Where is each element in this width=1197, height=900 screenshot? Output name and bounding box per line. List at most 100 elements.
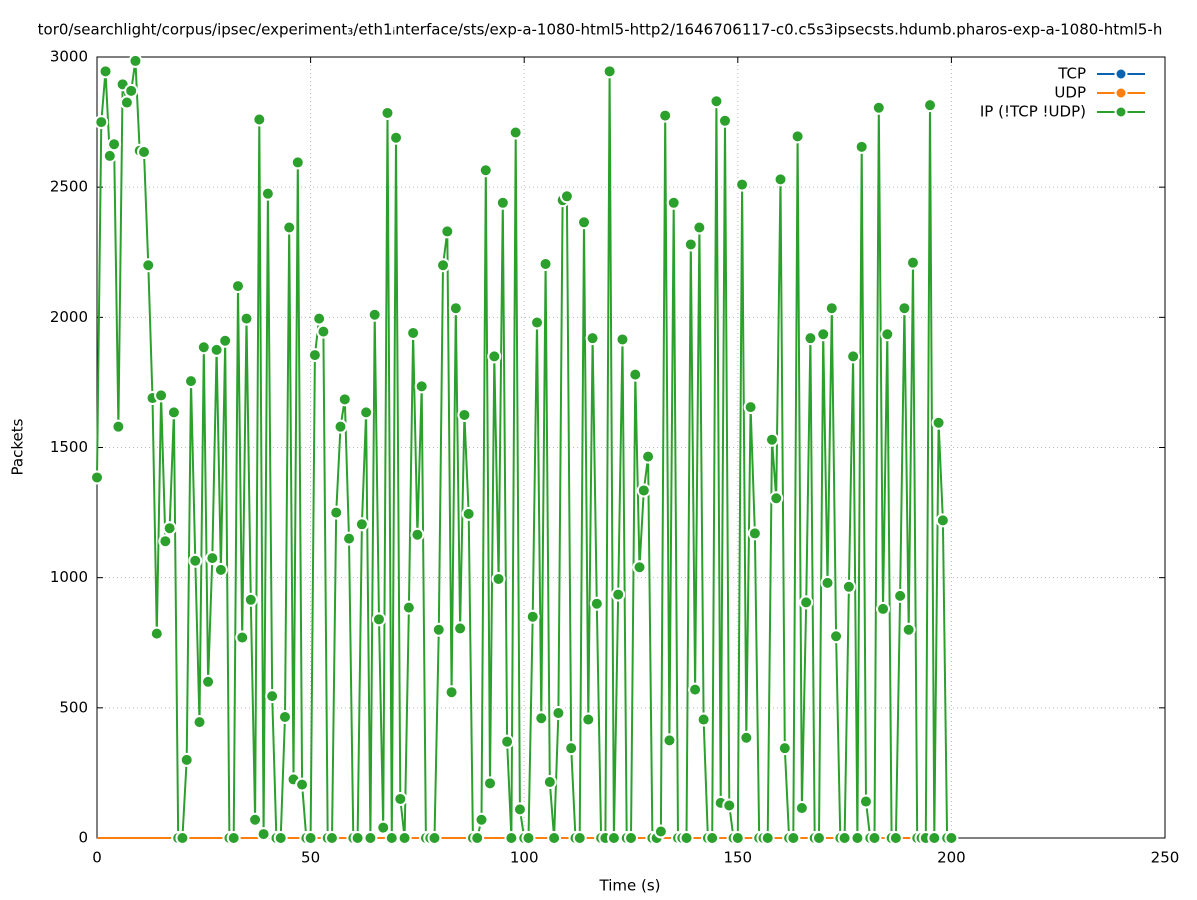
data-point bbox=[530, 315, 545, 330]
data-point bbox=[209, 342, 224, 357]
data-point bbox=[431, 622, 446, 637]
data-point bbox=[290, 155, 305, 170]
data-point bbox=[371, 612, 386, 627]
data-point bbox=[858, 794, 873, 809]
data-point bbox=[260, 186, 275, 201]
data-point bbox=[350, 831, 365, 845]
data-point bbox=[803, 331, 818, 346]
data-point bbox=[461, 506, 476, 521]
data-point bbox=[512, 802, 527, 817]
data-point bbox=[201, 674, 216, 689]
data-point bbox=[457, 407, 472, 422]
data-point bbox=[324, 831, 339, 845]
data-point bbox=[192, 715, 207, 730]
x-tick-label: 150 bbox=[723, 849, 752, 867]
data-point bbox=[542, 775, 557, 790]
data-point bbox=[773, 172, 788, 187]
data-point bbox=[876, 601, 891, 616]
data-point bbox=[688, 682, 703, 697]
data-point bbox=[696, 712, 711, 727]
data-point bbox=[359, 405, 374, 420]
data-point bbox=[559, 189, 574, 204]
data-point bbox=[111, 419, 126, 434]
data-point bbox=[636, 483, 651, 498]
data-point bbox=[444, 685, 459, 700]
y-tick-label: 3000 bbox=[50, 48, 88, 66]
legend-label: UDP bbox=[1054, 84, 1086, 102]
data-point bbox=[705, 831, 720, 845]
data-point bbox=[816, 327, 831, 342]
legend-marker bbox=[1114, 86, 1128, 100]
data-point bbox=[354, 517, 369, 532]
data-point bbox=[628, 367, 643, 382]
data-point bbox=[303, 831, 318, 845]
legend-marker bbox=[1114, 67, 1128, 81]
data-point bbox=[107, 137, 122, 152]
data-point bbox=[196, 340, 211, 355]
data-point bbox=[764, 432, 779, 447]
data-point bbox=[239, 311, 254, 326]
data-point bbox=[470, 831, 485, 845]
x-tick-label: 200 bbox=[937, 849, 966, 867]
data-point bbox=[709, 94, 724, 109]
legend-label: IP (!TCP !UDP) bbox=[980, 103, 1086, 121]
data-point bbox=[312, 311, 327, 326]
data-point bbox=[653, 824, 668, 839]
data-point bbox=[606, 831, 621, 845]
data-point bbox=[577, 215, 592, 230]
x-tick-label: 50 bbox=[301, 849, 320, 867]
data-point bbox=[307, 348, 322, 363]
y-tick-label: 2000 bbox=[50, 308, 88, 326]
data-point bbox=[846, 349, 861, 364]
data-point bbox=[102, 148, 117, 163]
data-point bbox=[380, 105, 395, 120]
data-point bbox=[658, 108, 673, 123]
data-point bbox=[256, 827, 271, 842]
data-point bbox=[777, 741, 792, 756]
data-point bbox=[893, 588, 908, 603]
data-point bbox=[119, 95, 134, 110]
data-point bbox=[329, 505, 344, 520]
data-point bbox=[175, 831, 190, 845]
data-point bbox=[743, 400, 758, 415]
data-point bbox=[90, 470, 104, 485]
data-point bbox=[811, 831, 826, 845]
data-point bbox=[927, 831, 942, 845]
data-point bbox=[534, 711, 549, 726]
data-point bbox=[282, 220, 297, 235]
data-point bbox=[179, 752, 194, 767]
data-point bbox=[679, 831, 694, 845]
data-point bbox=[769, 491, 784, 506]
data-point bbox=[572, 831, 587, 845]
data-point bbox=[923, 98, 938, 113]
data-point bbox=[277, 709, 292, 724]
data-point bbox=[363, 831, 378, 845]
data-point bbox=[624, 831, 638, 845]
data-point bbox=[760, 831, 775, 845]
data-point bbox=[367, 307, 382, 322]
data-point bbox=[491, 571, 506, 586]
data-point bbox=[158, 534, 173, 549]
data-point bbox=[717, 113, 732, 128]
data-point bbox=[735, 177, 750, 192]
data-point bbox=[487, 349, 502, 364]
y-tick-label: 500 bbox=[59, 698, 88, 716]
data-point bbox=[602, 64, 617, 79]
data-point bbox=[722, 798, 737, 813]
data-point bbox=[248, 812, 263, 827]
data-point bbox=[295, 777, 310, 792]
y-tick-label: 2500 bbox=[50, 178, 88, 196]
data-point bbox=[333, 419, 348, 434]
x-tick-label: 250 bbox=[1151, 849, 1180, 867]
data-point bbox=[406, 325, 421, 340]
data-point bbox=[226, 831, 241, 845]
data-point bbox=[508, 125, 523, 140]
data-point bbox=[342, 531, 357, 546]
data-point bbox=[273, 831, 288, 845]
data-point bbox=[235, 630, 250, 645]
data-point bbox=[786, 831, 801, 845]
data-point bbox=[252, 112, 267, 127]
data-point bbox=[551, 706, 566, 721]
